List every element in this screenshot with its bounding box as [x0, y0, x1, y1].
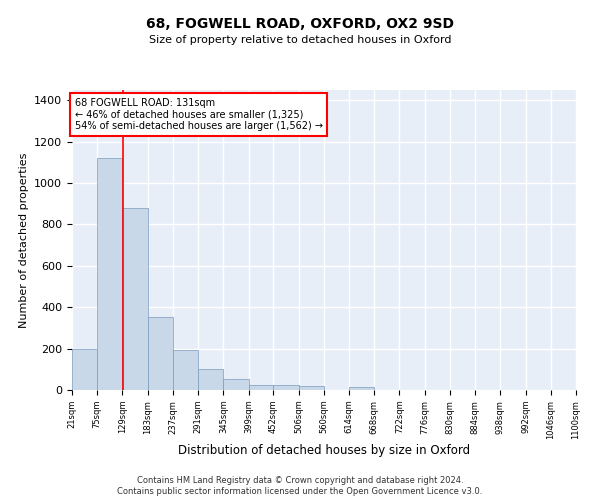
Bar [148, 317, 173, 390]
Bar [97, 158, 122, 390]
Bar [274, 386, 299, 390]
Y-axis label: Number of detached properties: Number of detached properties [19, 152, 29, 328]
Bar [223, 379, 248, 390]
Bar [173, 350, 198, 390]
Text: Contains public sector information licensed under the Open Government Licence v3: Contains public sector information licen… [118, 488, 482, 496]
Text: 68 FOGWELL ROAD: 131sqm
← 46% of detached houses are smaller (1,325)
54% of semi: 68 FOGWELL ROAD: 131sqm ← 46% of detache… [74, 98, 323, 130]
X-axis label: Distribution of detached houses by size in Oxford: Distribution of detached houses by size … [178, 444, 470, 458]
Bar [248, 386, 274, 390]
Text: Contains HM Land Registry data © Crown copyright and database right 2024.: Contains HM Land Registry data © Crown c… [137, 476, 463, 485]
Bar [122, 208, 148, 390]
Bar [72, 349, 97, 390]
Bar [299, 386, 324, 390]
Bar [198, 370, 223, 390]
Bar [349, 387, 374, 390]
Text: 68, FOGWELL ROAD, OXFORD, OX2 9SD: 68, FOGWELL ROAD, OXFORD, OX2 9SD [146, 18, 454, 32]
Text: Size of property relative to detached houses in Oxford: Size of property relative to detached ho… [149, 35, 451, 45]
